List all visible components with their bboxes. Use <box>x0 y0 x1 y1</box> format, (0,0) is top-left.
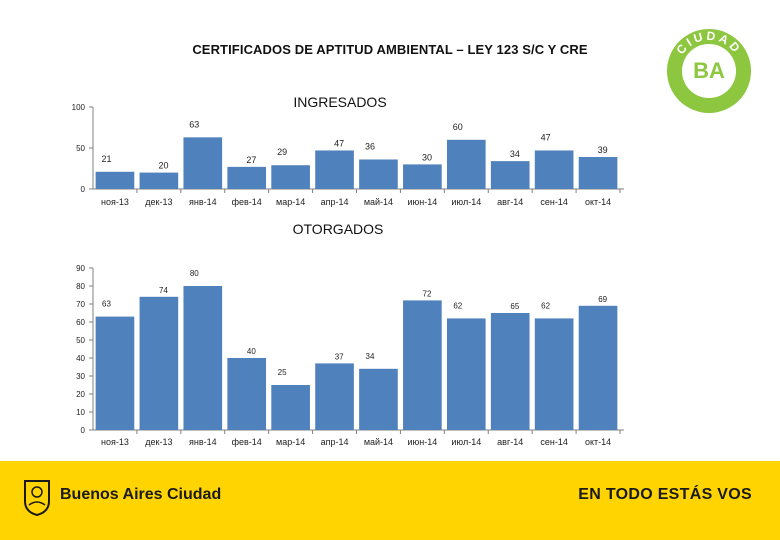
data-label: 40 <box>247 347 256 356</box>
bar <box>183 137 223 189</box>
bar <box>446 139 486 189</box>
bar <box>578 305 618 430</box>
data-label: 80 <box>190 269 199 278</box>
data-label: 69 <box>598 295 607 304</box>
bar <box>95 316 135 430</box>
data-label: 34 <box>510 149 520 159</box>
page-title: CERTIFICADOS DE APTITUD AMBIENTAL – LEY … <box>192 42 588 57</box>
x-tick-label: дек-13 <box>145 437 172 447</box>
data-label: 65 <box>510 302 519 311</box>
data-label: 25 <box>278 368 287 377</box>
bar <box>490 313 530 430</box>
chart-title-otorgados: OTORGADOS <box>292 221 384 237</box>
y-tick-label: 100 <box>72 103 86 112</box>
data-label: 27 <box>246 155 256 165</box>
x-tick-label: авг-14 <box>497 437 523 447</box>
ciudad-verde-logo: CIUDAD BA VERDE <box>664 26 754 116</box>
bar <box>490 161 530 189</box>
bar <box>139 296 179 430</box>
y-tick-label: 50 <box>76 144 85 153</box>
bar <box>534 318 574 430</box>
bar <box>359 159 398 189</box>
data-label: 20 <box>159 161 169 171</box>
x-tick-label: июн-14 <box>407 197 437 207</box>
data-label: 39 <box>598 145 608 155</box>
city-seal-icon <box>22 479 52 517</box>
svg-text:VERDE: VERDE <box>686 80 733 99</box>
bar <box>183 286 223 430</box>
data-label: 21 <box>101 154 111 164</box>
y-tick-label: 20 <box>76 390 85 399</box>
x-tick-label: сен-14 <box>540 197 567 207</box>
y-tick-label: 0 <box>81 426 86 435</box>
bar <box>534 150 574 189</box>
x-tick-label: июл-14 <box>451 197 481 207</box>
bar <box>403 164 442 189</box>
x-tick-label: июн-14 <box>407 437 437 447</box>
data-label: 36 <box>365 141 375 151</box>
y-tick-label: 0 <box>81 185 86 194</box>
data-label: 72 <box>423 289 432 298</box>
footer-bar: Buenos Aires Ciudad EN TODO ESTÁS VOS <box>0 461 780 540</box>
bar <box>403 300 442 430</box>
x-tick-label: мар-14 <box>276 197 305 207</box>
data-label: 63 <box>102 300 111 309</box>
data-label: 37 <box>335 352 344 361</box>
chart-title-ingresados: INGRESADOS <box>293 94 387 110</box>
bar <box>315 150 354 189</box>
footer-brand-text: Buenos Aires Ciudad <box>60 486 222 503</box>
data-label: 74 <box>159 286 168 295</box>
x-tick-label: фев-14 <box>232 437 262 447</box>
y-tick-label: 10 <box>76 408 85 417</box>
y-tick-label: 70 <box>76 300 85 309</box>
logo-bottom-text: VERDE <box>686 80 731 99</box>
x-tick-label: мар-14 <box>276 437 305 447</box>
bar <box>95 171 135 189</box>
data-label: 34 <box>366 352 375 361</box>
x-tick-label: окт-14 <box>585 197 611 207</box>
x-tick-label: фев-14 <box>232 197 262 207</box>
data-label: 63 <box>189 119 199 129</box>
x-tick-label: ноя-13 <box>101 197 129 207</box>
bar <box>446 318 486 430</box>
x-tick-label: май-14 <box>364 437 393 447</box>
y-tick-label: 60 <box>76 318 85 327</box>
data-label: 47 <box>541 132 551 142</box>
bar <box>227 358 267 430</box>
x-tick-label: апр-14 <box>321 197 349 207</box>
x-tick-label: май-14 <box>364 197 393 207</box>
y-tick-label: 90 <box>76 264 85 273</box>
x-tick-label: дек-13 <box>145 197 172 207</box>
x-tick-label: июл-14 <box>451 437 481 447</box>
data-label: 62 <box>453 301 462 310</box>
bar <box>139 172 179 189</box>
data-label: 60 <box>453 122 463 132</box>
data-label: 62 <box>541 301 550 310</box>
data-label: 30 <box>422 152 432 162</box>
data-label: 47 <box>334 138 344 148</box>
y-tick-label: 30 <box>76 372 85 381</box>
bar <box>359 368 398 430</box>
y-tick-label: 40 <box>76 354 85 363</box>
x-tick-label: авг-14 <box>497 197 523 207</box>
x-tick-label: янв-14 <box>189 437 217 447</box>
x-tick-label: окт-14 <box>585 437 611 447</box>
x-tick-label: апр-14 <box>321 437 349 447</box>
x-tick-label: янв-14 <box>189 197 217 207</box>
bar <box>271 165 310 189</box>
footer-slogan-text: EN TODO ESTÁS VOS <box>578 486 752 503</box>
ciudad-verde-badge-icon: CIUDAD BA VERDE <box>667 29 751 113</box>
bar <box>271 385 310 430</box>
y-tick-label: 80 <box>76 282 85 291</box>
bar <box>578 157 618 189</box>
y-tick-label: 50 <box>76 336 85 345</box>
x-tick-label: ноя-13 <box>101 437 129 447</box>
logo-middle-text: BA <box>693 58 725 83</box>
data-label: 29 <box>277 147 287 157</box>
x-tick-label: сен-14 <box>540 437 567 447</box>
bar <box>315 363 354 430</box>
bar <box>227 166 267 189</box>
